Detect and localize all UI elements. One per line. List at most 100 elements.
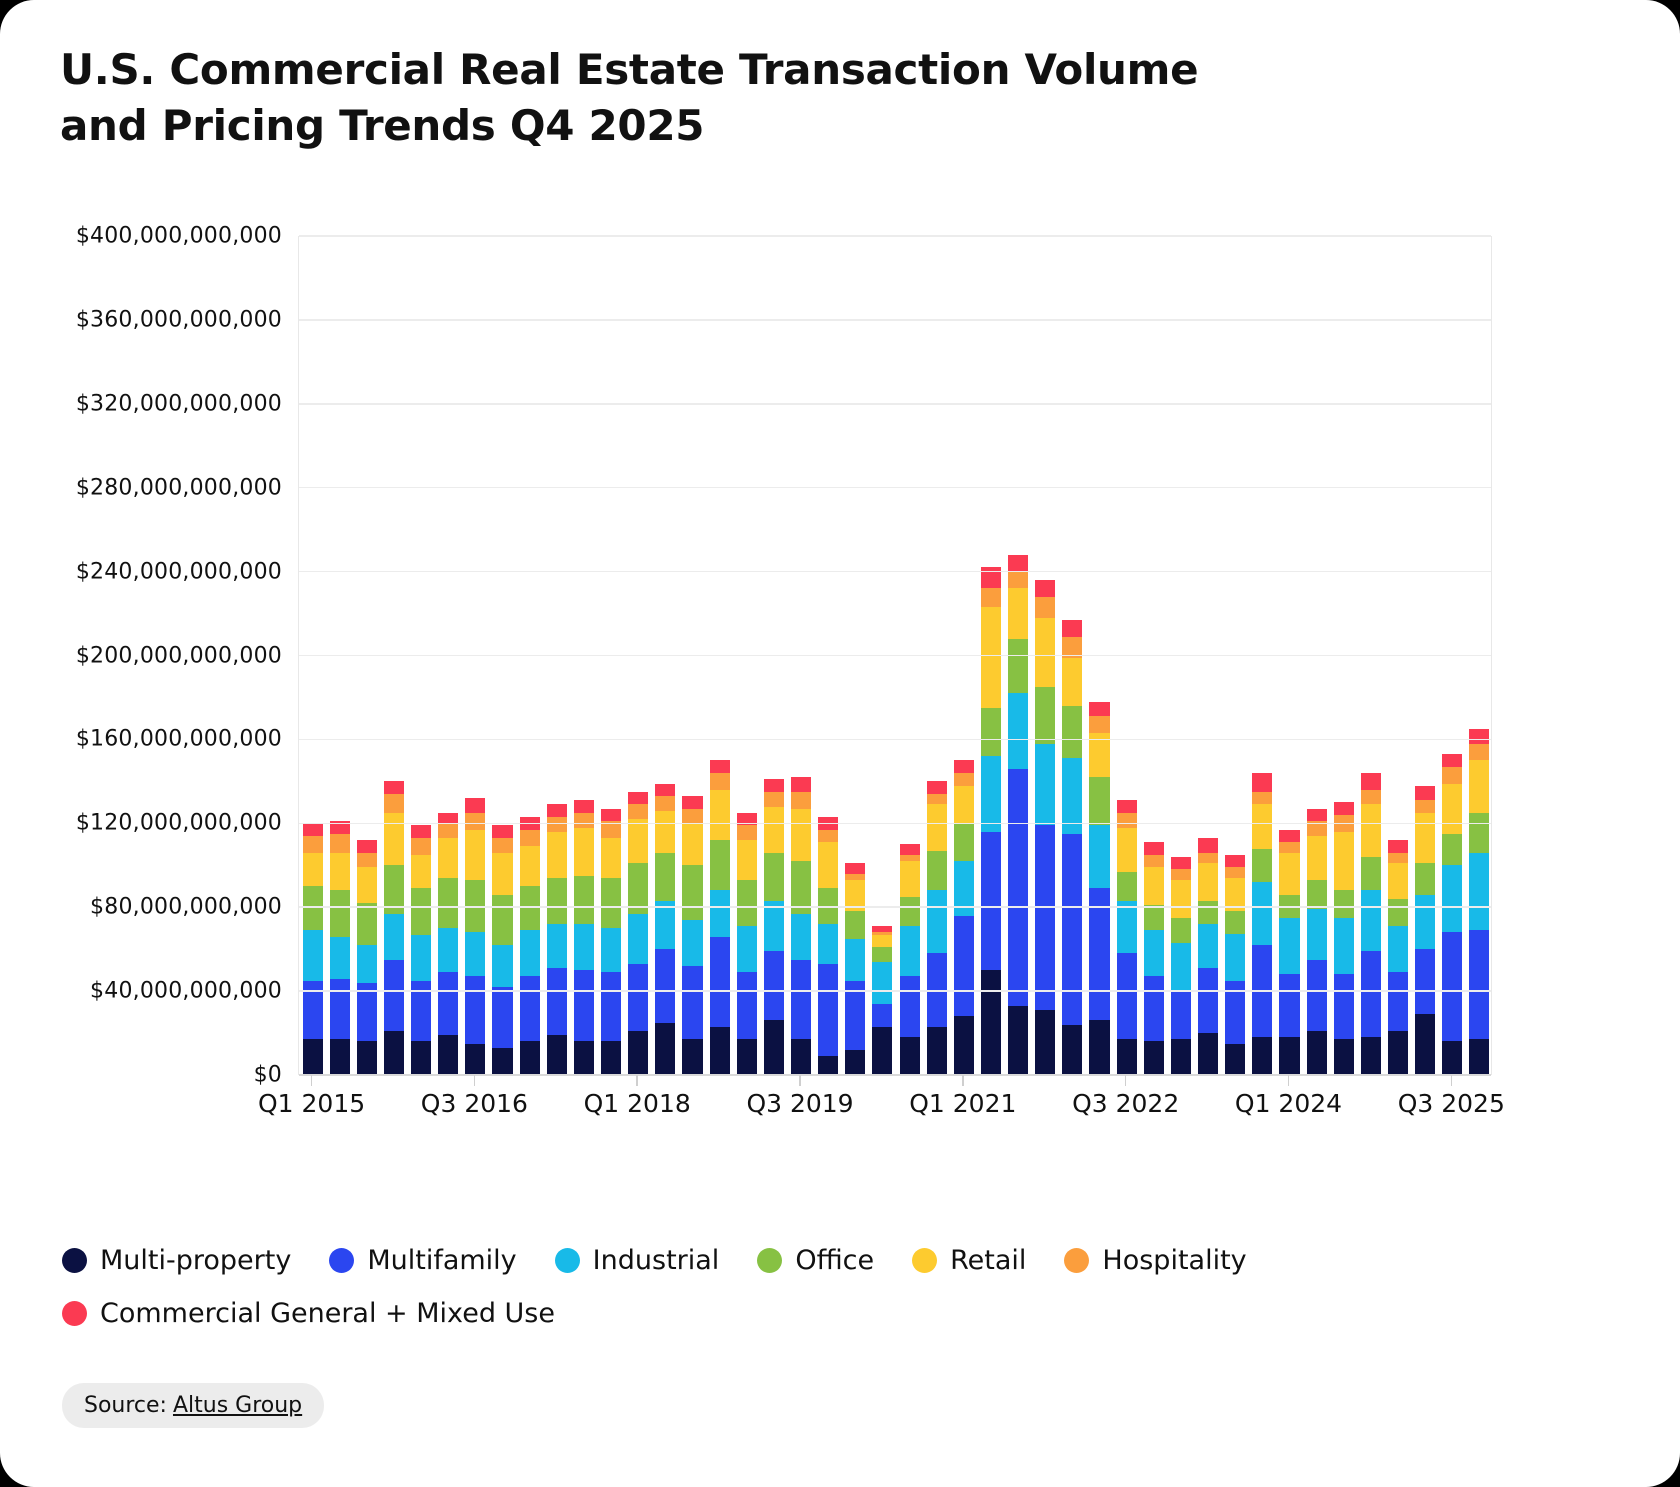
segment-commercial-general-mixed-use [1279,829,1300,843]
bar-q4-2025[interactable] [1469,728,1490,1075]
bar-q3-2024[interactable] [1333,802,1354,1075]
bar-q1-2018[interactable] [628,791,649,1075]
segment-commercial-general-mixed-use [655,783,676,797]
bar-q1-2017[interactable] [519,817,540,1075]
segment-retail [411,854,432,889]
segment-office [1008,638,1029,694]
bar-q2-2025[interactable] [1415,785,1436,1075]
segment-multifamily [1089,888,1110,1021]
segment-hospitality [302,835,323,853]
segment-hospitality [1062,636,1083,658]
bar-q2-2021[interactable] [980,567,1001,1075]
segment-retail [546,831,567,878]
segment-industrial [1469,852,1490,931]
bar-q3-2019[interactable] [790,777,812,1075]
x-axis-tick-mark [1450,1075,1453,1086]
bar-q2-2023[interactable] [1198,838,1219,1075]
segment-multi-property [1469,1039,1490,1075]
segment-commercial-general-mixed-use [1469,728,1490,744]
bar-q3-2020[interactable] [899,844,920,1075]
bar-q1-2019[interactable] [736,812,757,1075]
legend-multi-property[interactable]: Multi-property [62,1245,291,1276]
segment-multifamily [682,965,703,1040]
bar-q3-2017[interactable] [573,800,594,1075]
legend-swatch-icon [62,1301,87,1326]
bar-q1-2021[interactable] [953,760,974,1075]
bar-q3-2025[interactable] [1442,754,1463,1075]
legend-office[interactable]: Office [757,1245,874,1276]
segment-multi-property [1170,1039,1191,1075]
bar-q2-2019[interactable] [763,779,784,1075]
bar-q3-2016[interactable] [465,798,486,1075]
segment-multi-property [736,1039,757,1075]
bar-q1-2024[interactable] [1279,829,1300,1075]
segment-industrial [492,944,513,987]
bar-q4-2019[interactable] [818,817,839,1075]
bar-q1-2022[interactable] [1062,619,1083,1075]
bar-q1-2020[interactable] [845,863,866,1075]
segment-hospitality [1279,842,1300,853]
legend-multifamily[interactable]: Multifamily [329,1245,517,1276]
segment-commercial-general-mixed-use [790,777,812,792]
y-axis-tick-label: $400,000,000,000 [75,223,282,249]
bar-q1-2015[interactable] [302,823,323,1075]
bar-q3-2015[interactable] [356,840,377,1075]
bar-q4-2024[interactable] [1360,773,1381,1075]
segment-retail [899,861,920,897]
legend-hospitality[interactable]: Hospitality [1064,1245,1247,1276]
bar-q2-2016[interactable] [438,812,459,1075]
segment-multi-property [1062,1024,1083,1075]
segment-industrial [1279,917,1300,975]
bar-q2-2024[interactable] [1306,808,1327,1075]
bar-q3-2021[interactable] [1008,554,1029,1075]
segment-multifamily [465,976,486,1044]
segment-retail [1469,760,1490,813]
segment-commercial-general-mixed-use [1198,838,1219,853]
segment-multifamily [1198,968,1219,1034]
segment-hospitality [546,817,567,832]
bar-q4-2020[interactable] [926,781,947,1075]
bar-q1-2023[interactable] [1170,856,1191,1075]
bar-q2-2022[interactable] [1089,701,1110,1075]
bar-q2-2018[interactable] [655,783,676,1075]
bar-q3-2022[interactable] [1116,800,1137,1075]
segment-retail [329,852,350,891]
bar-q1-2016[interactable] [411,825,432,1075]
gridline [299,906,1491,908]
source-link[interactable]: Altus Group [172,1393,303,1418]
segment-multifamily [519,976,540,1042]
segment-industrial [519,930,540,977]
segment-hospitality [383,793,404,813]
bar-q4-2015[interactable] [383,781,404,1075]
bar-q2-2017[interactable] [546,804,567,1075]
bar-q3-2023[interactable] [1225,854,1246,1075]
bar-q1-2025[interactable] [1387,840,1409,1075]
bar-q4-2016[interactable] [492,825,513,1075]
segment-multifamily [1062,833,1083,1025]
bar-q4-2022[interactable] [1143,842,1164,1075]
segment-retail [1062,657,1083,706]
segment-industrial [329,936,350,979]
bar-q4-2023[interactable] [1252,773,1273,1075]
segment-hospitality [492,838,513,853]
bar-q2-2020[interactable] [872,926,893,1075]
legend-industrial[interactable]: Industrial [554,1245,719,1276]
bar-q2-2015[interactable] [329,821,350,1075]
bar-q4-2018[interactable] [709,760,730,1075]
segment-multifamily [980,831,1001,971]
legend-commercial-general-mixed-use[interactable]: Commercial General + Mixed Use [62,1298,555,1329]
segment-multi-property [438,1035,459,1075]
legend-swatch-icon [912,1248,938,1273]
segment-commercial-general-mixed-use [601,808,622,822]
segment-multifamily [546,968,567,1036]
x-axis-tick-label: Q1 2018 [583,1089,691,1118]
segment-hospitality [1225,867,1246,878]
segment-hospitality [1008,571,1029,589]
legend-retail[interactable]: Retail [912,1245,1026,1276]
segment-retail [1035,617,1056,687]
bar-q4-2021[interactable] [1035,580,1056,1075]
bar-q3-2018[interactable] [682,796,703,1075]
bar-q4-2017[interactable] [601,808,622,1075]
segment-office [980,707,1001,757]
